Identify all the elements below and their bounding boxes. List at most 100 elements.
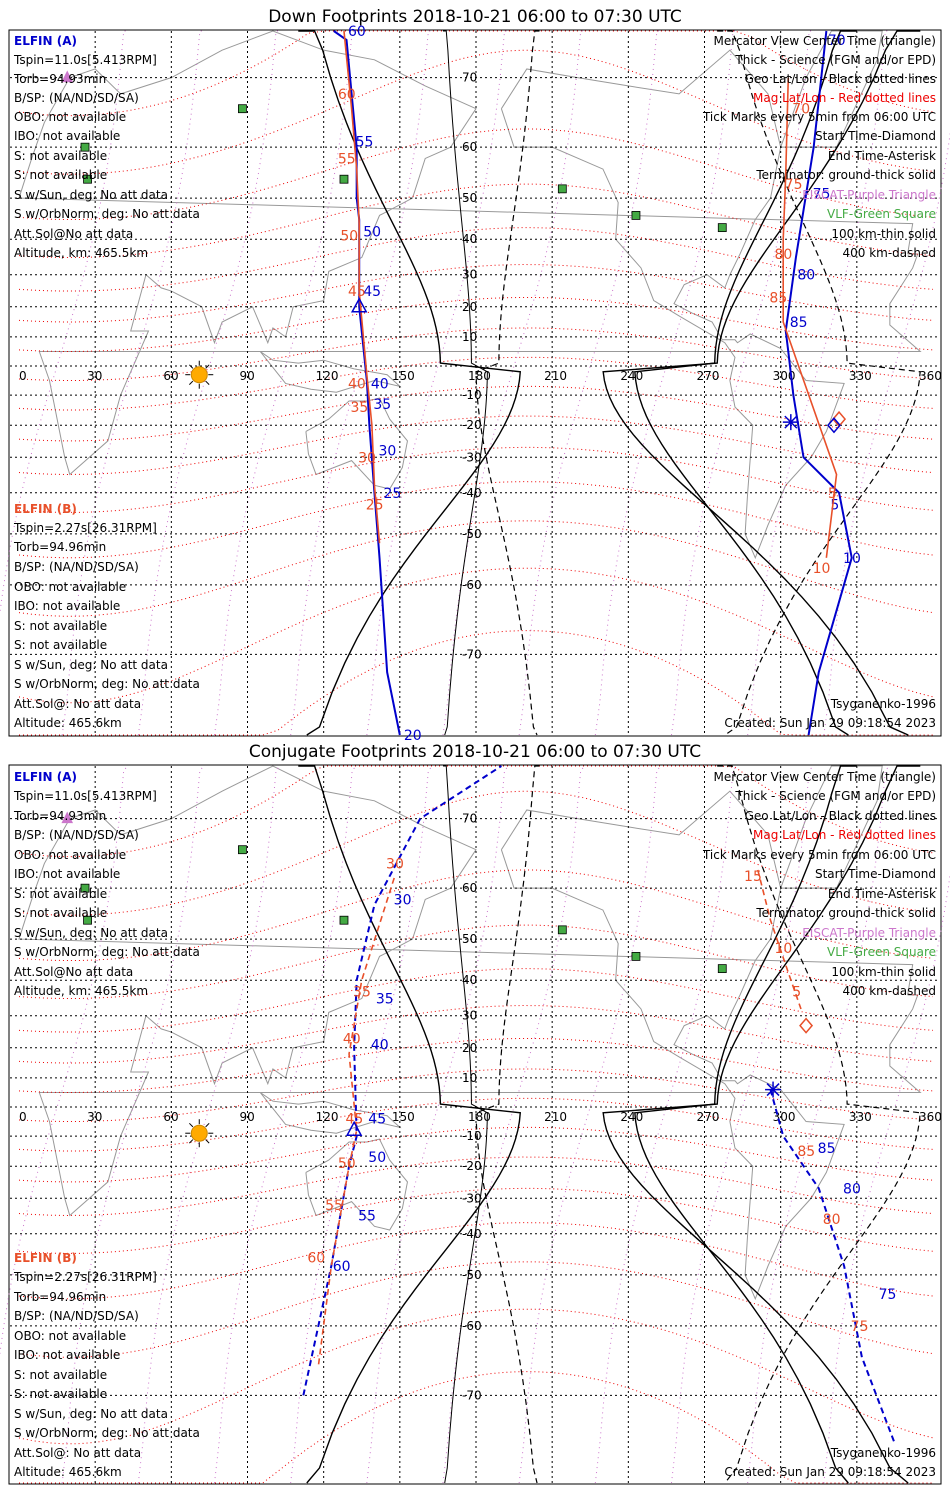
start-diamond bbox=[826, 417, 841, 434]
vlf-square bbox=[631, 952, 641, 961]
info-line: Altitude: 465.6km bbox=[14, 716, 122, 730]
sun-icon bbox=[185, 1119, 214, 1148]
sun-ray bbox=[205, 1122, 210, 1128]
elfin-b-tick-label: 45 bbox=[348, 284, 366, 300]
elfin-a-heading: ELFIN (A) bbox=[14, 770, 77, 784]
elfin-b-tick-label: 50 bbox=[338, 1156, 356, 1172]
coastline bbox=[305, 397, 408, 490]
sun-ray bbox=[189, 1139, 194, 1144]
info-line: Altitude, km: 465.5km bbox=[14, 246, 148, 260]
vlf-square bbox=[83, 915, 92, 925]
info-line: S w/Sun, deg: No att data bbox=[14, 1407, 168, 1421]
terminator-lines bbox=[298, 30, 921, 736]
legend-line: VLF-Green Square bbox=[827, 207, 936, 221]
mag-lat-line bbox=[18, 446, 934, 513]
mag-lat-line bbox=[18, 1097, 934, 1152]
legend-line: Geo Lat/Lon - Black dotted lines bbox=[745, 72, 936, 86]
lon-tick-label: 90 bbox=[240, 369, 255, 383]
elfin-b-tick-label: 5 bbox=[828, 486, 837, 502]
legend-line: End Time-Asterisk bbox=[828, 149, 936, 163]
lat-tick-label: -20 bbox=[462, 1159, 482, 1173]
sun-ray bbox=[189, 364, 194, 369]
sun-disc bbox=[190, 366, 208, 384]
vlf-square bbox=[717, 223, 727, 233]
eiscat-triangle bbox=[61, 70, 74, 83]
panel-down-footprints: Down Footprints 2018-10-21 06:00 to 07:3… bbox=[0, 7, 950, 744]
vlf-square bbox=[339, 174, 349, 184]
end-asterisk bbox=[765, 1081, 782, 1098]
created-label: Created: Sun Jan 29 09:18:54 2023 bbox=[724, 716, 936, 730]
legend-line: Mag Lat/Lon - Red dotted lines bbox=[753, 828, 936, 842]
lat-tick-label: -60 bbox=[462, 578, 482, 592]
lon-tick-labels: 0 30 60 90 120 150 180 210 240 270 300 330 360 bbox=[19, 369, 942, 383]
lat-tick-label: 70 bbox=[462, 812, 477, 826]
legend-line: End Time-Asterisk bbox=[828, 887, 936, 901]
legend-line: Thick - Science (FGM and/or EPD) bbox=[734, 789, 936, 803]
info-line: S: not available bbox=[14, 149, 107, 163]
info-line: S: not available bbox=[14, 1368, 107, 1382]
lon-tick-label: 210 bbox=[544, 1110, 567, 1124]
legend: Mercator View Center Time (triangle) Thi… bbox=[702, 34, 936, 730]
elfin-b-tick-label: 40 bbox=[343, 1031, 361, 1047]
elfin-b-track bbox=[782, 77, 838, 558]
info-elfin-a: ELFIN (A) Tspin=11.0s[5.413RPM] Torb=94.… bbox=[13, 34, 200, 260]
elfin-b-tick-label: 60 bbox=[338, 87, 356, 103]
info-line: S: not available bbox=[14, 619, 107, 633]
info-line: S w/OrbNorm, deg: No att data bbox=[14, 677, 200, 691]
coastline bbox=[500, 790, 845, 1301]
legend-line: Geo Lat/Lon - Black dotted lines bbox=[745, 809, 936, 823]
footprint-tracks: 60 55 50 45 40 35 30 60 55 50 45 40 35 30 85 80 75 15 10 5 8… bbox=[302, 765, 896, 1445]
footprint-tracks: 6055504540353025206055504540353025707580… bbox=[333, 24, 861, 744]
elfin-a-tick-label: 25 bbox=[384, 486, 402, 502]
elfin-b-tick-label: 35 bbox=[353, 984, 371, 1000]
info-line: IBO: not available bbox=[14, 867, 120, 881]
info-line: Tspin=11.0s[5.413RPM] bbox=[13, 789, 157, 803]
map-frame bbox=[8, 764, 942, 1485]
elfin-b-tick-label: 80 bbox=[823, 1212, 841, 1228]
sun-disc bbox=[190, 1124, 208, 1142]
lon-tick-label: 360 bbox=[919, 1110, 942, 1124]
info-line: Tspin=11.0s[5.413RPM] bbox=[13, 53, 157, 67]
lon-tick-label: 180 bbox=[468, 1110, 491, 1124]
coastline bbox=[259, 351, 402, 393]
mag-lat-line bbox=[18, 1156, 934, 1216]
mag-lat-line bbox=[18, 968, 934, 1033]
elfin-a-tick-label: 70 bbox=[828, 33, 846, 49]
lat-tick-label: 30 bbox=[462, 1009, 477, 1023]
elfin-a-tick-label: 60 bbox=[333, 1259, 351, 1275]
elfin-a-tick-label: 80 bbox=[797, 268, 815, 284]
info-line: OBO: not available bbox=[14, 1329, 126, 1343]
elfin-a-tick-label: 85 bbox=[818, 1141, 836, 1157]
terminator-ground bbox=[298, 30, 522, 736]
info-line: S w/Sun, deg: No att data bbox=[14, 926, 168, 940]
coastline bbox=[305, 1138, 408, 1231]
elfin-b-tick-label: 75 bbox=[851, 1319, 869, 1335]
terminator-400km bbox=[475, 30, 540, 736]
lat-tick-label: 60 bbox=[462, 881, 477, 895]
lon-tick-label: 150 bbox=[392, 1110, 415, 1124]
legend-line: Terminator: ground-thick solid bbox=[755, 906, 936, 920]
lat-tick-label: -70 bbox=[462, 647, 482, 661]
elfin-b-tick-label: 60 bbox=[307, 1251, 325, 1267]
elfin-a-tick-label: 30 bbox=[378, 444, 396, 460]
elfin-a-tick-label: 40 bbox=[371, 376, 389, 392]
terminator-ground bbox=[298, 765, 522, 1484]
lon-tick-label: 210 bbox=[544, 369, 567, 383]
elfin-a-track bbox=[784, 30, 853, 736]
elfin-b-tick-label: 70 bbox=[792, 102, 810, 118]
info-line: S w/Sun, deg: No att data bbox=[14, 188, 168, 202]
lat-tick-label: -50 bbox=[462, 527, 482, 541]
lat-tick-label: -40 bbox=[462, 1227, 482, 1241]
lon-tick-label: 360 bbox=[919, 369, 942, 383]
elfin-a-tick-label: 20 bbox=[404, 728, 422, 744]
info-line: IBO: not available bbox=[14, 1348, 120, 1362]
info-line: S w/Sun, deg: No att data bbox=[14, 658, 168, 672]
terminator-lines bbox=[298, 765, 921, 1484]
vlf-square bbox=[238, 845, 247, 855]
info-line: Altitude, km: 465.5km bbox=[14, 984, 148, 998]
created-label: Created: Sun Jan 29 09:18:54 2023 bbox=[724, 1465, 936, 1479]
model-label: Tsyganenko-1996 bbox=[830, 697, 936, 711]
elfin-b-tick-label: 85 bbox=[797, 1144, 815, 1160]
elfin-b-tick-label: 35 bbox=[351, 400, 369, 416]
